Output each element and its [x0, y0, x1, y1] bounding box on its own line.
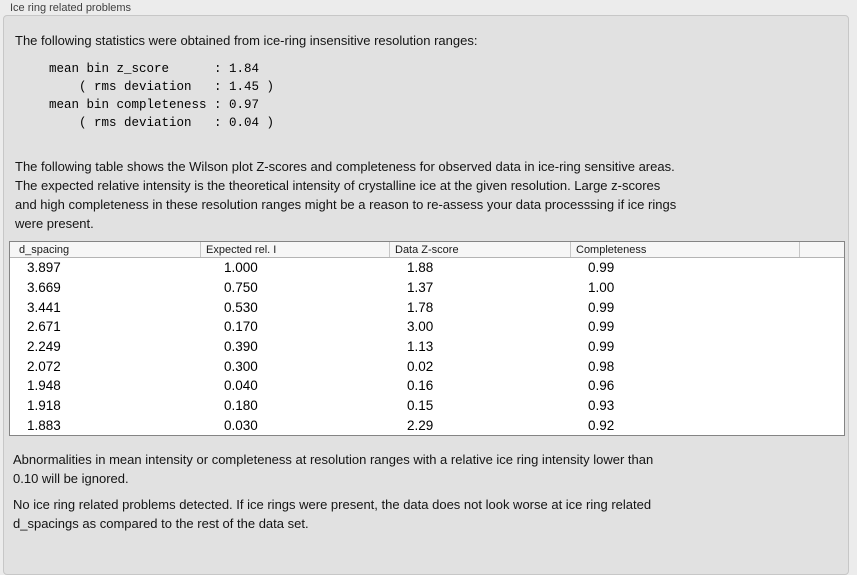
ice-ring-panel: The following statistics were obtained f…: [3, 15, 849, 575]
column-header-d-spacing[interactable]: d_spacing: [10, 242, 201, 257]
table-row[interactable]: 3.669 0.750 1.37 1.00: [10, 277, 844, 298]
column-header-data-z-score[interactable]: Data Z-score: [390, 242, 571, 257]
table-row[interactable]: 1.883 0.030 2.29 0.92: [10, 415, 844, 436]
table-header-row: d_spacing Expected rel. I Data Z-score C…: [10, 242, 844, 258]
cell-data-z-score: 3.00: [407, 319, 434, 335]
table-row[interactable]: 3.441 0.530 1.78 0.99: [10, 297, 844, 318]
cell-data-z-score: 0.02: [407, 358, 434, 374]
cell-data-z-score: 1.88: [407, 260, 434, 276]
stats-summary-block: mean bin z_score : 1.84 ( rms deviation …: [49, 62, 275, 130]
cell-d-spacing: 2.072: [27, 358, 61, 374]
conclusion-text: No ice ring related problems detected. I…: [13, 497, 652, 531]
table-description-text: The following table shows the Wilson plo…: [15, 159, 677, 231]
cell-completeness: 0.99: [588, 319, 615, 335]
cell-d-spacing: 2.249: [27, 339, 61, 355]
cell-d-spacing: 2.671: [27, 319, 61, 335]
cell-data-z-score: 1.78: [407, 299, 434, 315]
cell-d-spacing: 3.441: [27, 299, 61, 315]
cell-completeness: 1.00: [588, 280, 615, 296]
table-row[interactable]: 1.918 0.180 0.15 0.93: [10, 395, 844, 416]
cell-completeness: 0.99: [588, 260, 615, 276]
cell-expected-rel-i: 0.390: [224, 339, 258, 355]
cell-completeness: 0.98: [588, 358, 615, 374]
cell-d-spacing: 3.897: [27, 260, 61, 276]
table-row[interactable]: 1.948 0.040 0.16 0.96: [10, 376, 844, 396]
cell-completeness: 0.93: [588, 398, 615, 414]
cell-expected-rel-i: 0.180: [224, 398, 258, 414]
cell-expected-rel-i: 0.530: [224, 299, 258, 315]
cell-expected-rel-i: 0.300: [224, 358, 258, 374]
table-row[interactable]: 2.671 0.170 3.00 0.99: [10, 317, 844, 337]
cell-d-spacing: 1.883: [27, 417, 61, 433]
cell-data-z-score: 2.29: [407, 417, 434, 433]
column-header-empty: [800, 242, 844, 257]
cell-data-z-score: 0.15: [407, 398, 434, 414]
cell-expected-rel-i: 0.170: [224, 319, 258, 335]
cell-expected-rel-i: 0.750: [224, 280, 258, 296]
cell-d-spacing: 1.948: [27, 378, 61, 394]
cell-data-z-score: 0.16: [407, 378, 434, 394]
column-header-expected-rel-i[interactable]: Expected rel. I: [201, 242, 390, 257]
stats-intro-text: The following statistics were obtained f…: [15, 33, 478, 48]
cell-d-spacing: 1.918: [27, 398, 61, 414]
cell-data-z-score: 1.13: [407, 339, 434, 355]
cell-completeness: 0.96: [588, 378, 615, 394]
cell-expected-rel-i: 0.030: [224, 417, 258, 433]
cell-completeness: 0.92: [588, 417, 615, 433]
table-row[interactable]: 2.249 0.390 1.13 0.99: [10, 336, 844, 357]
cell-d-spacing: 3.669: [27, 280, 61, 296]
panel-title: Ice ring related problems: [10, 2, 132, 14]
cell-expected-rel-i: 1.000: [224, 260, 258, 276]
column-header-completeness[interactable]: Completeness: [571, 242, 800, 257]
ignore-threshold-note: Abnormalities in mean intensity or compl…: [13, 452, 654, 486]
table-row[interactable]: 3.897 1.000 1.88 0.99: [10, 258, 844, 278]
table-row[interactable]: 2.072 0.300 0.02 0.98: [10, 356, 844, 377]
ice-ring-table: d_spacing Expected rel. I Data Z-score C…: [9, 241, 845, 437]
cell-completeness: 0.99: [588, 339, 615, 355]
cell-expected-rel-i: 0.040: [224, 378, 258, 394]
cell-completeness: 0.99: [588, 299, 615, 315]
cell-data-z-score: 1.37: [407, 280, 434, 296]
